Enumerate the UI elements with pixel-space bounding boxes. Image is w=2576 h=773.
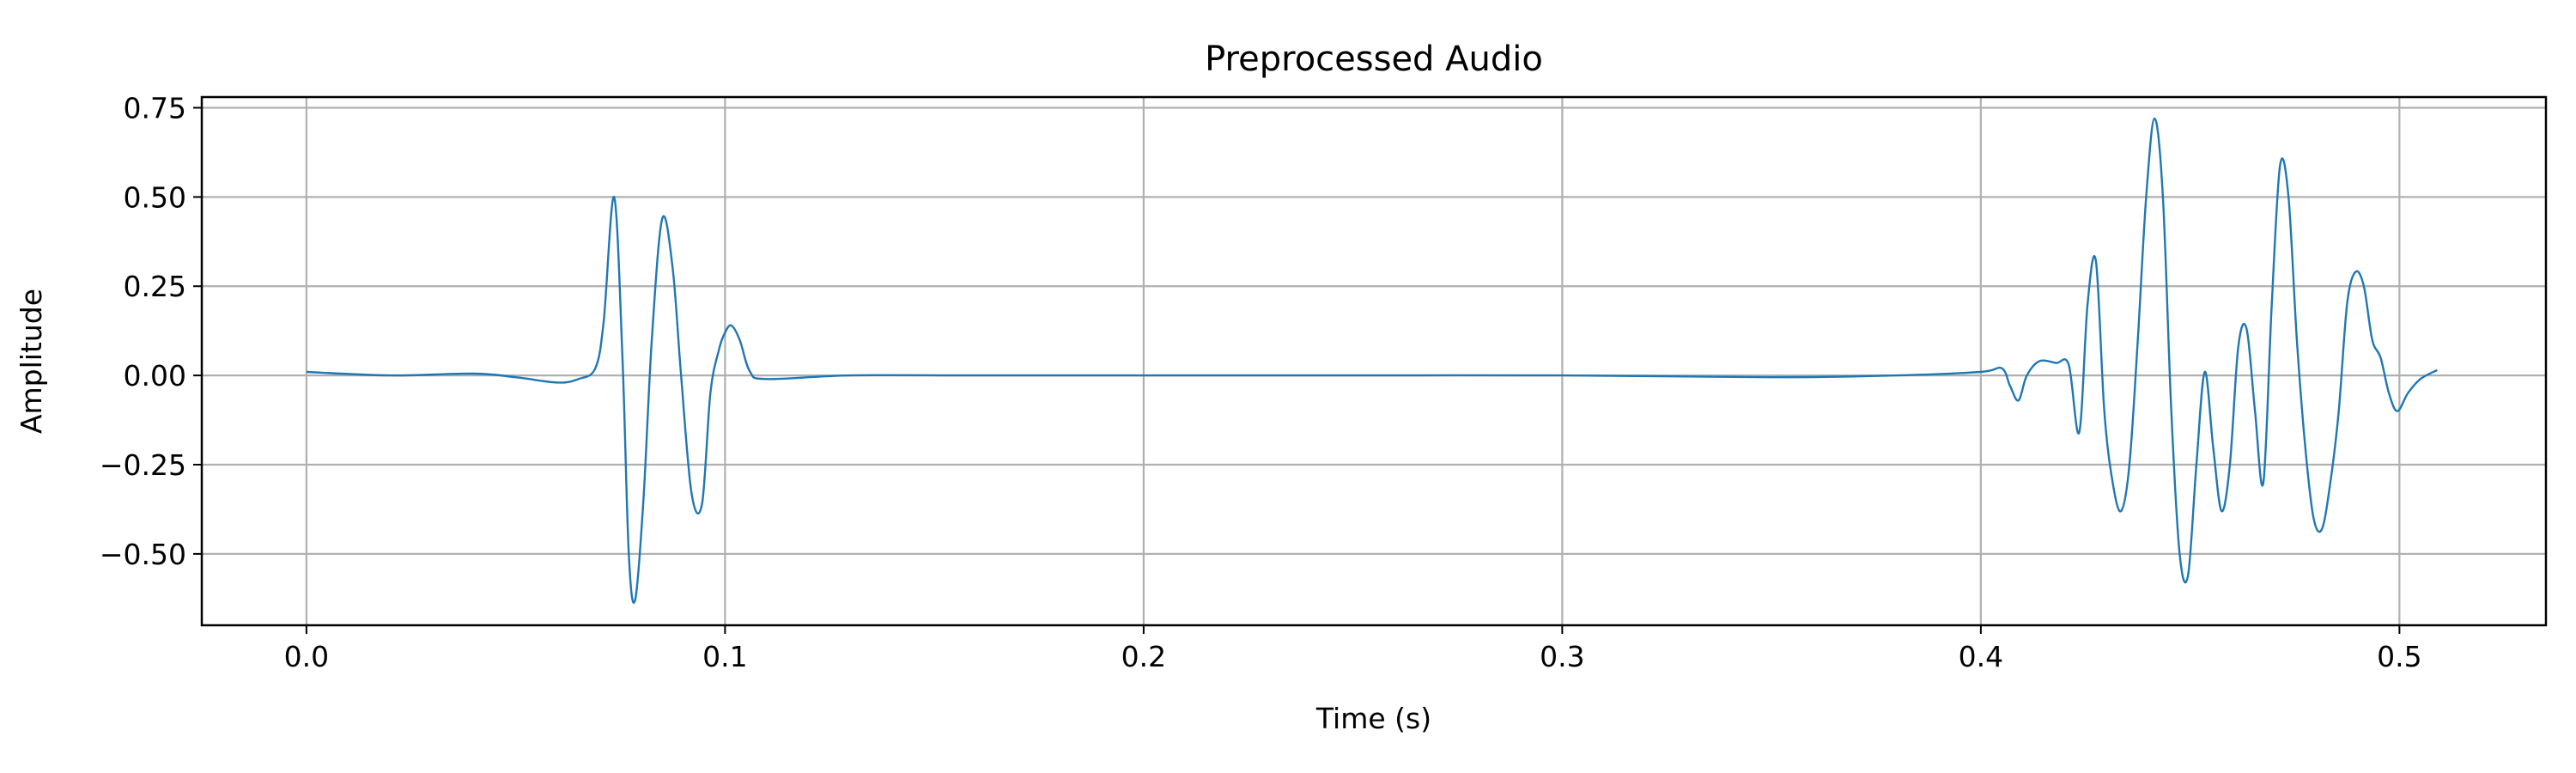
y-tick-label: 0.50 [124,180,186,214]
y-axis: −0.50 −0.25 0.00 0.25 0.50 0.75 [100,91,202,571]
y-tick-label: 0.25 [124,270,186,303]
x-axis-label: Time (s) [1315,702,1431,735]
grid-lines [202,97,2546,625]
x-tick-label: 0.4 [1959,640,2003,673]
x-tick-label: 0.1 [702,640,747,673]
x-tick-label: 0.3 [1540,640,1584,673]
series-group [306,117,2438,604]
y-tick-label: −0.50 [100,538,186,571]
y-tick-label: 0.75 [124,91,186,125]
x-tick-label: 0.0 [284,640,329,673]
chart-title: Preprocessed Audio [1205,40,1543,79]
y-tick-label: 0.00 [124,359,186,393]
plot-frame [200,95,2548,627]
x-tick-label: 0.2 [1121,640,1166,673]
x-tick-label: 0.5 [2377,640,2421,673]
y-tick-label: −0.25 [100,448,186,482]
y-axis-label: Amplitude [15,289,48,434]
x-axis: 0.0 0.1 0.2 0.3 0.4 0.5 [284,625,2422,673]
waveform-line [306,117,2438,604]
